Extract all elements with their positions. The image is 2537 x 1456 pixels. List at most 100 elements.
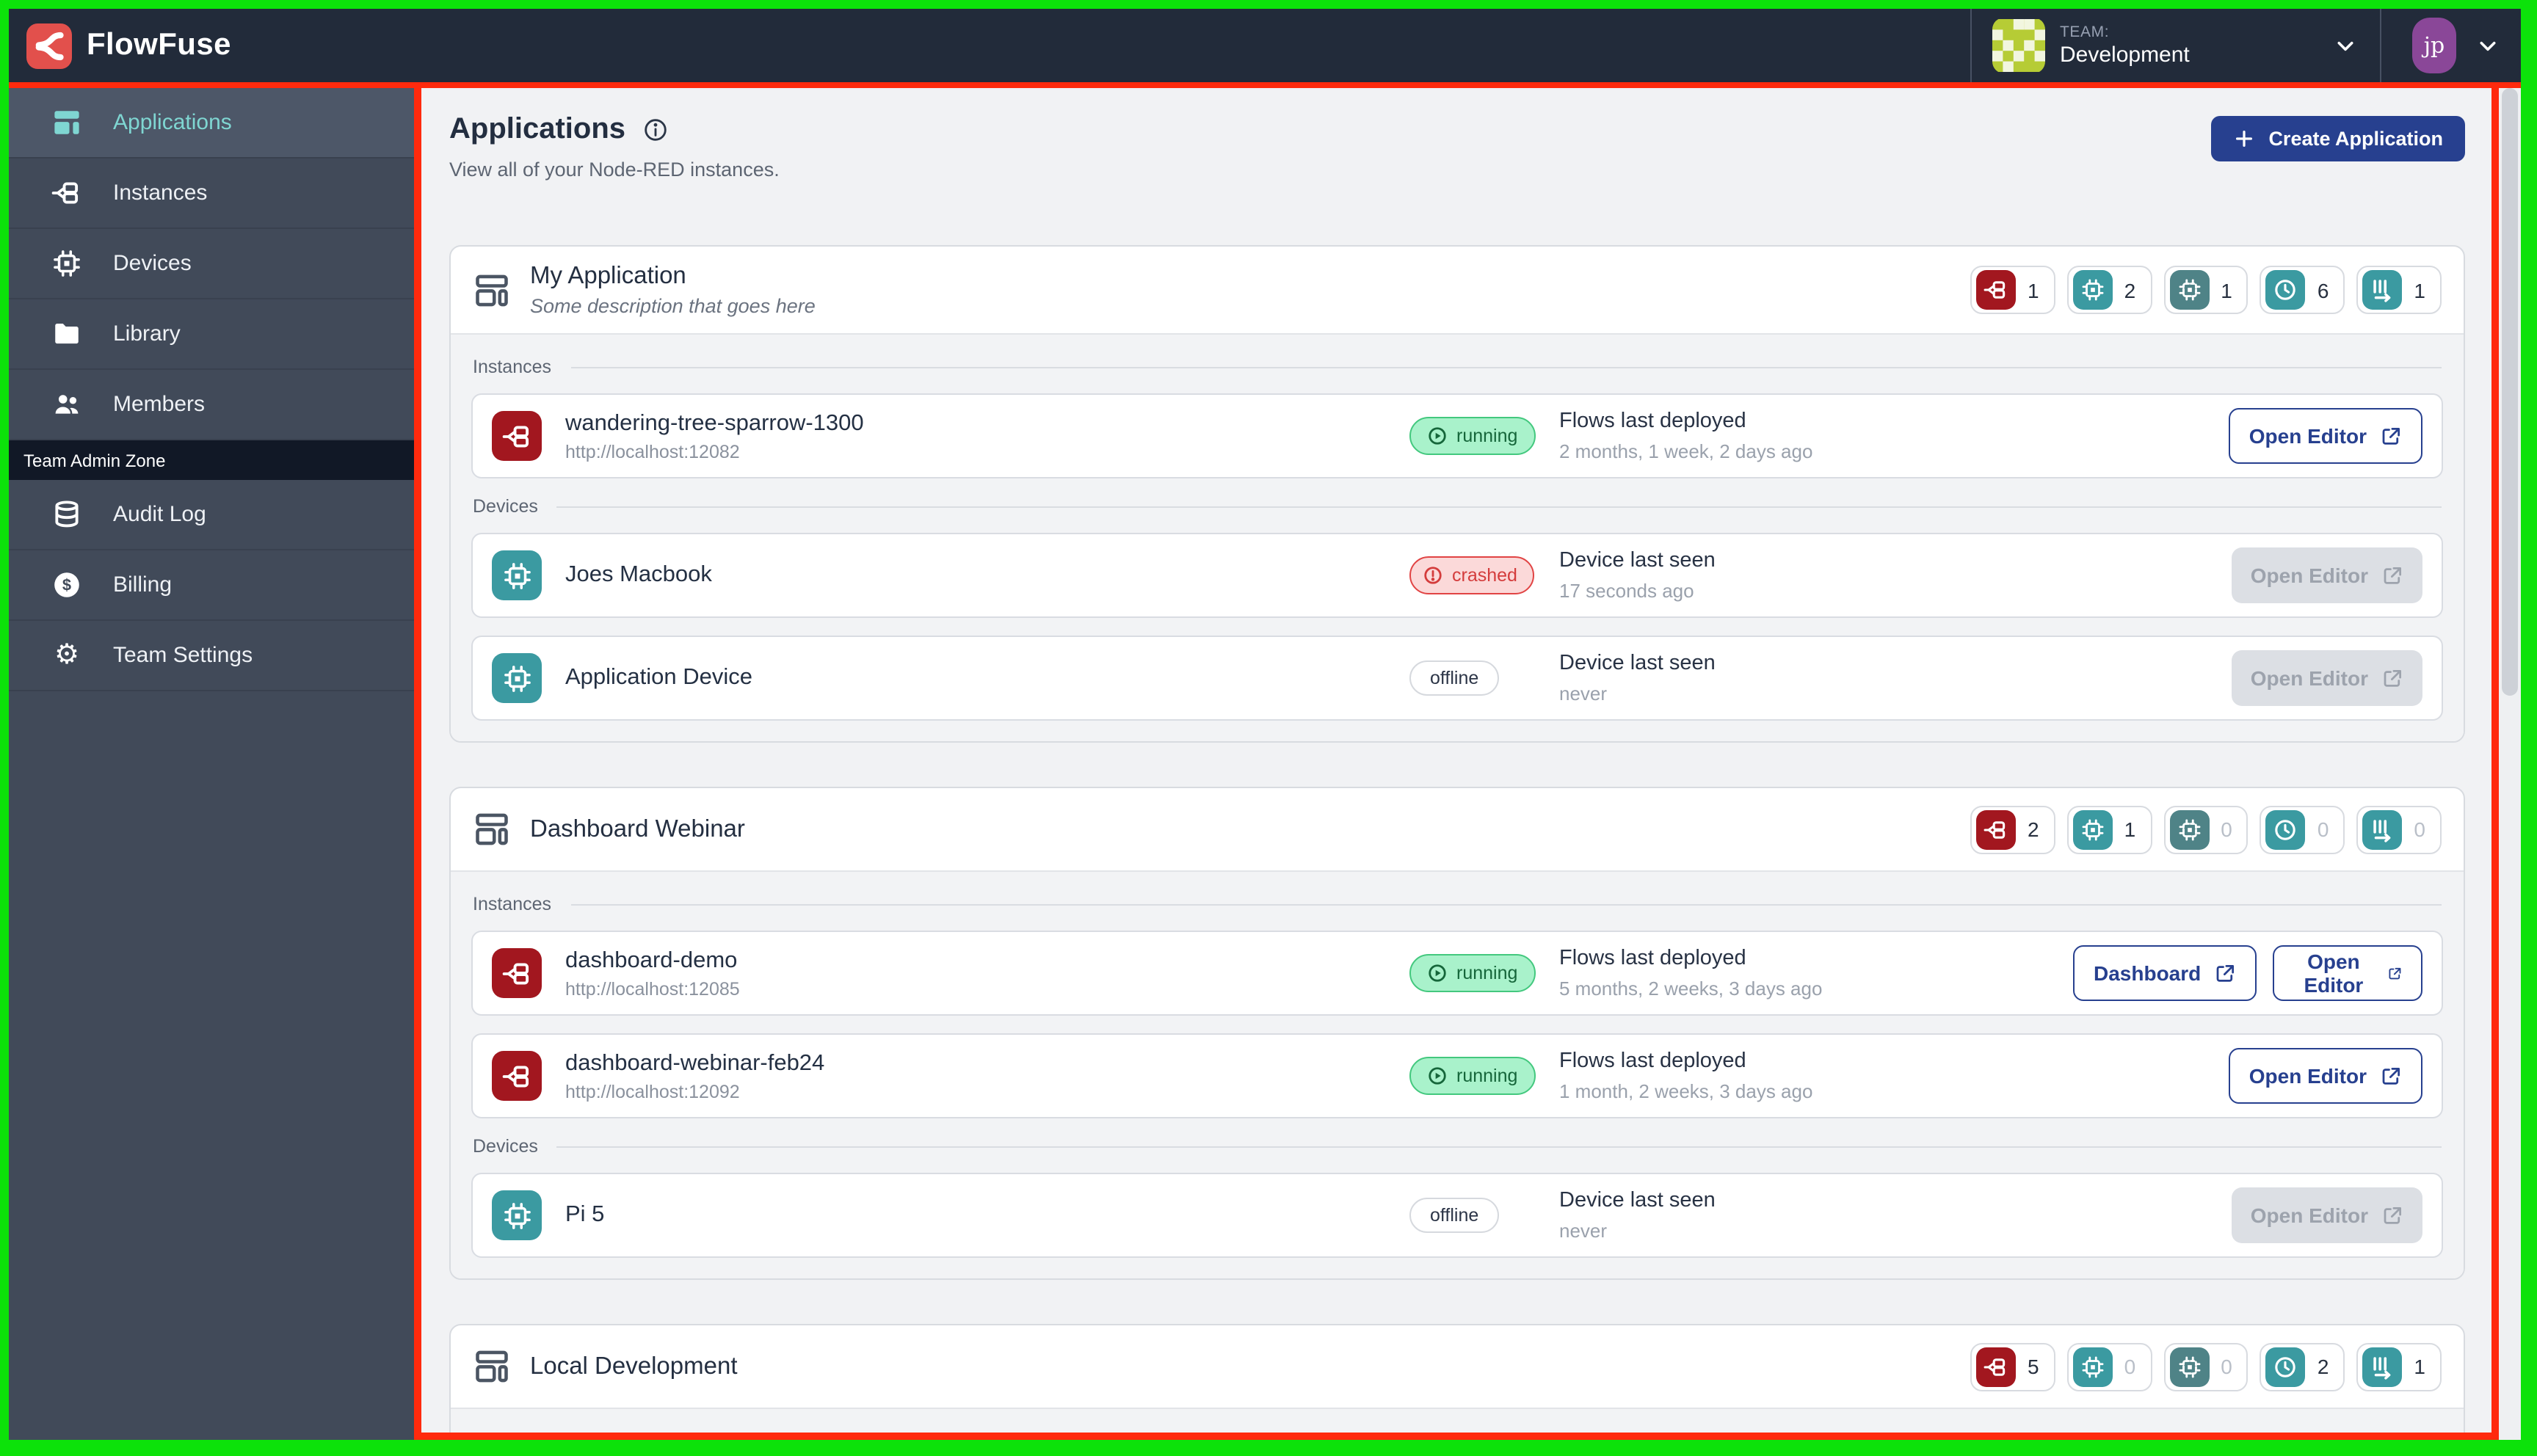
team-selector[interactable]: TEAM: Development — [1972, 9, 2380, 82]
page-title: Applications — [449, 113, 2465, 147]
device-name: Application Device — [565, 665, 753, 690]
dollar-icon — [51, 569, 82, 600]
page-subtitle: View all of your Node-RED instances. — [449, 159, 780, 181]
chip-icon — [492, 1190, 542, 1240]
node-red-icon — [1976, 270, 2017, 310]
open-editor-button[interactable]: Open Editor — [2228, 408, 2422, 464]
device-group-count-badge: 1 — [2163, 266, 2249, 314]
deploy-info: Flows last deployed 2 months, 1 week, 2 … — [1559, 410, 1813, 462]
instance-name: dashboard-demo — [565, 947, 738, 972]
device-row-pi-5[interactable]: Pi 5 offline Device last seen never Open… — [471, 1173, 2443, 1258]
device-group-icon — [2169, 809, 2210, 849]
info-icon[interactable] — [643, 117, 668, 142]
plus-icon — [2233, 128, 2255, 150]
open-editor-button-disabled: Open Editor — [2231, 1187, 2422, 1243]
brand[interactable]: FlowFuse — [26, 23, 231, 68]
application-card-header[interactable]: My Application Some description that goe… — [451, 247, 2464, 333]
play-circle-icon — [1427, 426, 1448, 446]
divider — [556, 1146, 2442, 1147]
status-badge: running — [1409, 417, 1536, 455]
application-description: Some description that goes here — [530, 295, 816, 317]
application-count-badges: 1 2 1 6 1 — [1970, 266, 2442, 314]
team-admin-zone-header: Team Admin Zone — [9, 440, 414, 480]
sidebar-item-devices[interactable]: Devices — [9, 229, 414, 299]
folder-icon — [51, 318, 82, 349]
application-card-my-application: My Application Some description that goe… — [449, 245, 2465, 743]
device-name: Pi 5 — [565, 1202, 605, 1227]
gear-icon: ⚙ — [54, 640, 80, 671]
device-count-badge: 2 — [2066, 266, 2152, 314]
device-row-joes-macbook[interactable]: Joes Macbook crashed Device last seen 17… — [471, 533, 2443, 618]
status-badge: crashed — [1409, 556, 1535, 594]
navbar-right: TEAM: Development jp — [1970, 9, 2521, 82]
application-card-dashboard-webinar: Dashboard Webinar 2 1 0 0 0 Instances — [449, 787, 2465, 1280]
device-group-icon — [2169, 270, 2210, 310]
chevron-down-icon — [2334, 34, 2356, 57]
create-application-button[interactable]: Create Application — [2211, 116, 2465, 161]
external-link-icon — [2380, 1065, 2402, 1087]
application-card-body: Instances dashboard-demo http://localhos… — [451, 870, 2464, 1278]
sidebar-item-label: Audit Log — [113, 502, 206, 527]
team-label: TEAM: — [2060, 23, 2110, 41]
sidebar: Applications Instances Devices Library M… — [9, 88, 414, 1440]
sidebar-item-billing[interactable]: Billing — [9, 550, 414, 621]
snapshot-count-badge: 6 — [2260, 266, 2345, 314]
application-name: Local Development — [530, 1353, 738, 1379]
instance-count-badge: 2 — [1970, 805, 2055, 853]
sidebar-item-instances[interactable]: Instances — [9, 159, 414, 229]
device-name: Joes Macbook — [565, 562, 712, 587]
pipeline-icon — [2362, 809, 2403, 849]
sidebar-item-label: Devices — [113, 251, 192, 276]
external-link-icon — [2387, 962, 2402, 984]
user-menu[interactable]: jp — [2381, 9, 2521, 82]
top-navbar: FlowFuse TEAM: Development jp — [9, 9, 2521, 82]
sidebar-item-team-settings[interactable]: ⚙ Team Settings — [9, 621, 414, 691]
external-link-icon — [2214, 962, 2236, 984]
database-icon — [51, 499, 82, 530]
device-count-badge: 1 — [2066, 805, 2152, 853]
deploy-info: Flows last deployed 5 months, 2 weeks, 3… — [1559, 947, 1823, 1000]
application-card-header[interactable]: Local Development 5 0 0 2 1 — [451, 1325, 2464, 1408]
open-editor-button[interactable]: Open Editor — [2228, 1048, 2422, 1104]
sidebar-item-audit-log[interactable]: Audit Log — [9, 480, 414, 550]
last-seen-info: Device last seen never — [1559, 1189, 1716, 1242]
external-link-icon — [2381, 1204, 2403, 1226]
divider — [570, 366, 2442, 368]
scrollbar[interactable] — [2499, 88, 2521, 1440]
navbar-divider — [1970, 9, 1972, 82]
scrollbar-thumb[interactable] — [2502, 88, 2518, 696]
application-count-badges: 5 0 0 2 1 — [1970, 1342, 2442, 1391]
status-badge: offline — [1409, 1197, 1500, 1234]
clock-icon — [2265, 809, 2306, 849]
instance-row-wandering-tree-sparrow[interactable]: wandering-tree-sparrow-1300 http://local… — [471, 393, 2443, 478]
team-avatar — [1992, 18, 2045, 73]
node-red-icon — [492, 948, 542, 998]
sidebar-item-label: Applications — [113, 110, 232, 135]
instance-row-dashboard-webinar-feb24[interactable]: dashboard-webinar-feb24 http://localhost… — [471, 1033, 2443, 1118]
application-card-body: Instances — [451, 1408, 2464, 1433]
application-card-local-development: Local Development 5 0 0 2 1 Instances — [449, 1324, 2465, 1433]
chip-icon — [2072, 809, 2113, 849]
instance-row-dashboard-demo[interactable]: dashboard-demo http://localhost:12085 ru… — [471, 931, 2443, 1016]
application-icon — [473, 271, 511, 309]
sidebar-item-applications[interactable]: Applications — [9, 88, 414, 159]
application-card-header[interactable]: Dashboard Webinar 2 1 0 0 0 — [451, 788, 2464, 870]
applications-icon — [51, 107, 82, 138]
dashboard-button[interactable]: Dashboard — [2073, 945, 2257, 1001]
snapshot-count-badge: 0 — [2260, 805, 2345, 853]
instance-count-badge: 1 — [1970, 266, 2055, 314]
chip-icon — [51, 248, 82, 279]
application-name: Dashboard Webinar — [530, 815, 745, 842]
device-group-icon — [2169, 1347, 2210, 1386]
node-red-icon — [492, 1051, 542, 1101]
status-badge: offline — [1409, 660, 1500, 696]
sidebar-item-members[interactable]: Members — [9, 370, 414, 440]
sidebar-item-label: Library — [113, 321, 181, 346]
device-row-application-device[interactable]: Application Device offline Device last s… — [471, 636, 2443, 721]
divider — [570, 903, 2442, 905]
open-editor-button[interactable]: Open Editor — [2273, 945, 2422, 1001]
application-icon — [473, 810, 511, 848]
snapshot-count-badge: 2 — [2260, 1342, 2345, 1391]
sidebar-item-library[interactable]: Library — [9, 299, 414, 370]
pipeline-icon — [2362, 1347, 2403, 1386]
